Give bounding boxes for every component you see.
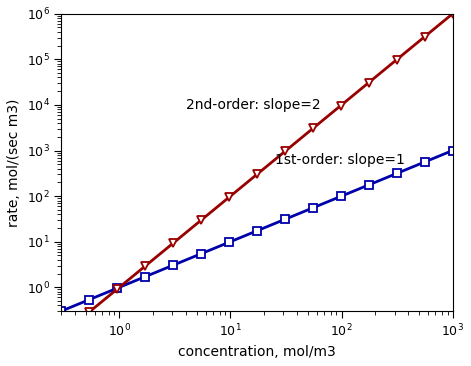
2nd-order: slope=2: (17.3, 300): slope=2: (17.3, 300) [254,172,260,176]
2nd-order: slope=2: (176, 3.09e+04): slope=2: (176, 3.09e+04) [366,81,372,85]
1st-order: slope=1: (0.956, 0.956): slope=1: (0.956, 0.956) [114,286,120,290]
2nd-order: slope=2: (3.05, 9.28): slope=2: (3.05, 9.28) [171,241,176,245]
Text: 1st-order: slope=1: 1st-order: slope=1 [275,153,405,167]
X-axis label: concentration, mol/m3: concentration, mol/m3 [178,345,336,359]
1st-order: slope=1: (55.2, 55.2): slope=1: (55.2, 55.2) [310,206,316,210]
Line: 2nd-order: slope=2: 2nd-order: slope=2 [57,10,457,339]
2nd-order: slope=2: (1e+03, 1e+06): slope=2: (1e+03, 1e+06) [450,12,455,16]
2nd-order: slope=2: (30.9, 956): slope=2: (30.9, 956) [282,149,288,154]
1st-order: slope=1: (314, 314): slope=1: (314, 314) [394,171,399,176]
1st-order: slope=1: (98.5, 98.5): slope=1: (98.5, 98.5) [338,194,344,199]
2nd-order: slope=2: (1.71, 2.91): slope=2: (1.71, 2.91) [142,264,148,268]
2nd-order: slope=2: (9.7, 94.2): slope=2: (9.7, 94.2) [226,195,232,199]
1st-order: slope=1: (0.3, 0.3): slope=1: (0.3, 0.3) [58,309,64,313]
1st-order: slope=1: (5.44, 5.44): slope=1: (5.44, 5.44) [198,251,204,256]
1st-order: slope=1: (560, 560): slope=1: (560, 560) [422,160,428,164]
2nd-order: slope=2: (55.2, 3.05e+03): slope=2: (55.2, 3.05e+03) [310,126,316,131]
1st-order: slope=1: (1e+03, 1e+03): slope=1: (1e+03, 1e+03) [450,148,455,153]
1st-order: slope=1: (3.05, 3.05): slope=1: (3.05, 3.05) [171,263,176,268]
1st-order: slope=1: (1.71, 1.71): slope=1: (1.71, 1.71) [142,274,148,279]
Text: 2nd-order: slope=2: 2nd-order: slope=2 [186,98,321,112]
2nd-order: slope=2: (0.3, 0.09): slope=2: (0.3, 0.09) [58,333,64,337]
Y-axis label: rate, mol/(sec m3): rate, mol/(sec m3) [7,98,21,227]
2nd-order: slope=2: (5.44, 29.6): slope=2: (5.44, 29.6) [198,218,204,223]
1st-order: slope=1: (17.3, 17.3): slope=1: (17.3, 17.3) [254,229,260,233]
2nd-order: slope=2: (314, 9.85e+04): slope=2: (314, 9.85e+04) [394,57,399,62]
1st-order: slope=1: (0.535, 0.535): slope=1: (0.535, 0.535) [87,298,92,302]
2nd-order: slope=2: (0.956, 0.914): slope=2: (0.956, 0.914) [114,287,120,291]
1st-order: slope=1: (176, 176): slope=1: (176, 176) [366,183,372,187]
2nd-order: slope=2: (98.5, 9.7e+03): slope=2: (98.5, 9.7e+03) [338,103,344,108]
2nd-order: slope=2: (560, 3.14e+05): slope=2: (560, 3.14e+05) [422,34,428,39]
1st-order: slope=1: (9.7, 9.7): slope=1: (9.7, 9.7) [226,240,232,244]
1st-order: slope=1: (30.9, 30.9): slope=1: (30.9, 30.9) [282,217,288,221]
Line: 1st-order: slope=1: 1st-order: slope=1 [57,146,457,315]
2nd-order: slope=2: (0.535, 0.287): slope=2: (0.535, 0.287) [87,310,92,314]
